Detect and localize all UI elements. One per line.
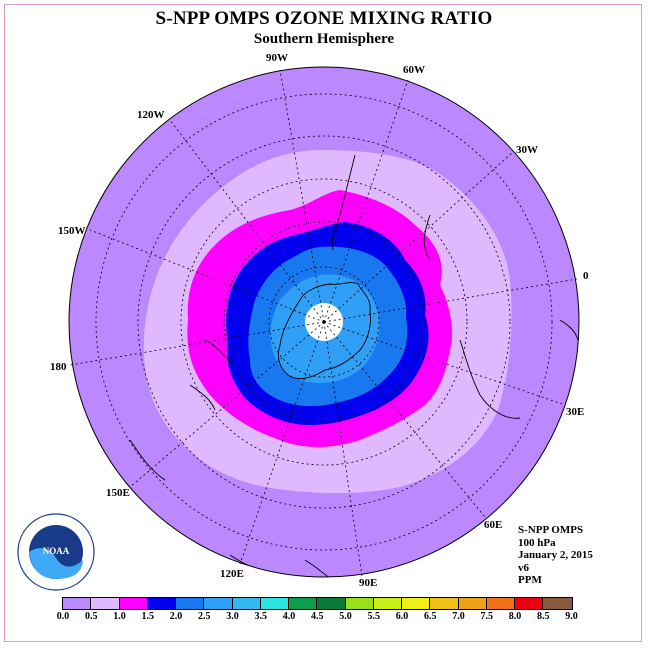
product-info: S-NPP OMPS 100 hPa January 2, 2015 v6 PP…	[518, 524, 593, 587]
map-title: S-NPP OMPS OZONE MIXING RATIO	[155, 8, 493, 29]
map-boundary	[68, 66, 580, 578]
lon-label-0: 0	[583, 270, 589, 282]
info-date: January 2, 2015	[518, 549, 593, 561]
colorbar-segment	[289, 598, 318, 609]
colorbar-tick-label: 5.0	[339, 611, 352, 622]
colorbar-segment	[204, 598, 233, 609]
colorbar-tick-label: 2.5	[198, 611, 211, 622]
lon-label-30e: 30E	[566, 406, 584, 418]
colorbar-segment	[260, 598, 289, 609]
coastlines	[129, 154, 579, 577]
colorbar-segment	[317, 598, 346, 609]
colorbar-segment	[345, 598, 374, 609]
colorbar-segment	[430, 598, 459, 609]
colorbar-tick-label: 1.0	[113, 611, 126, 622]
colorbar-tick-label: 3.0	[226, 611, 239, 622]
lon-label-60e: 60E	[484, 519, 502, 531]
colorbar-tick-labels: 0.0 0.5 1.0 1.5 2.0 2.5 3.0 3.5 4.0 4.5 5.0 5.5 6.0 6…	[0, 611, 648, 625]
colorbar-segment	[119, 598, 148, 609]
colorbar-tick-label: 7.0	[452, 611, 465, 622]
lon-label-60w: 60W	[403, 64, 425, 76]
colorbar-segment	[232, 598, 261, 609]
colorbar-tick-label: 6.5	[424, 611, 437, 622]
colorbar-tick-label: 8.0	[508, 611, 522, 622]
lon-label-120w: 120W	[137, 109, 165, 121]
info-version: v6	[518, 561, 529, 574]
colorbar-segment	[91, 598, 120, 609]
colorbar-segment	[373, 598, 402, 609]
colorbar-tick-label: 2.0	[169, 611, 183, 622]
colorbar-tick-label: 3.5	[254, 611, 268, 622]
graticule	[69, 69, 578, 577]
colorbar-tick-label: 5.5	[367, 611, 381, 622]
colorbar-segment	[515, 598, 544, 609]
info-instrument: S-NPP OMPS	[518, 524, 584, 536]
lon-label-150w: 150W	[58, 225, 86, 237]
colorbar-tick-label: 6.0	[395, 611, 409, 622]
lon-label-120e: 120E	[220, 568, 244, 580]
colorbar	[62, 597, 573, 610]
noaa-logo: NOAA	[17, 513, 95, 591]
colorbar-tick-label: 0.5	[85, 611, 98, 622]
colorbar-segment	[402, 598, 431, 609]
lon-label-30w: 30W	[516, 144, 538, 156]
colorbar-tick-label: 4.0	[282, 611, 296, 622]
colorbar-tick-label: 8.5	[537, 611, 550, 622]
colorbar-tick-label: 9.0	[565, 611, 578, 622]
lon-label-90e: 90E	[359, 577, 377, 589]
longitude-labels: 90W 60W 30W 0 30E 60E 90E 120E 150E 180 …	[50, 52, 589, 589]
lon-label-90w: 90W	[266, 52, 288, 64]
lon-label-180: 180	[50, 361, 67, 373]
colorbar-tick-label: 4.5	[311, 611, 324, 622]
colorbar-tick-label: 1.5	[141, 611, 155, 622]
map-subtitle: Southern Hemisphere	[253, 31, 395, 47]
noaa-logo-text: NOAA	[43, 546, 70, 556]
colorbar-segment	[543, 598, 572, 609]
colorbar-segment	[176, 598, 205, 609]
lon-label-150e: 150E	[106, 487, 130, 499]
colorbar-tick-label: 0.0	[56, 611, 70, 622]
colorbar-segment	[147, 598, 176, 609]
colorbar-segment	[458, 598, 487, 609]
colorbar-tick-label: 7.5	[480, 611, 494, 622]
info-pressure-level: 100 hPa	[518, 536, 556, 549]
colorbar-segment	[63, 598, 92, 609]
colorbar-segment	[486, 598, 515, 609]
figure-frame	[4, 4, 642, 642]
info-units: PPM	[518, 574, 542, 586]
